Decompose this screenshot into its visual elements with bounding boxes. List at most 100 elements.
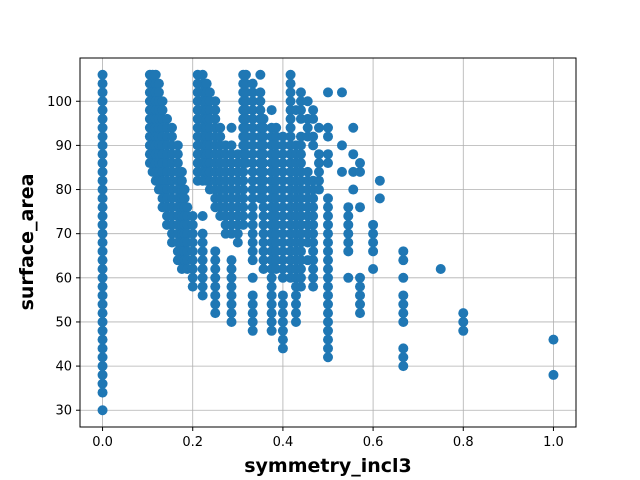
- data-point: [197, 290, 208, 301]
- data-point: [247, 113, 258, 124]
- data-point: [323, 325, 333, 336]
- data-point: [355, 272, 366, 283]
- data-point: [295, 140, 306, 151]
- data-point: [204, 87, 215, 98]
- data-point: [247, 78, 258, 89]
- data-point: [355, 290, 366, 301]
- data-point: [285, 78, 296, 89]
- data-point: [226, 255, 237, 266]
- data-point: [548, 334, 559, 345]
- data-point: [258, 113, 269, 124]
- data-point: [323, 290, 333, 301]
- data-point: [308, 219, 319, 230]
- data-point: [179, 184, 190, 195]
- data-point: [97, 78, 108, 89]
- data-point: [226, 299, 237, 310]
- data-point: [238, 211, 249, 222]
- data-point: [398, 308, 409, 319]
- data-point: [323, 202, 333, 213]
- data-point: [343, 272, 354, 283]
- x-tick-label: 0.8: [453, 435, 474, 450]
- data-point: [255, 105, 266, 116]
- data-point: [277, 272, 288, 283]
- data-point: [247, 158, 258, 169]
- data-point: [323, 149, 333, 160]
- data-point: [323, 158, 333, 169]
- data-point: [258, 140, 269, 151]
- data-point: [97, 219, 108, 230]
- data-point: [97, 87, 108, 98]
- data-point: [258, 158, 269, 169]
- data-point: [290, 290, 301, 301]
- data-point: [343, 202, 354, 213]
- data-point: [97, 369, 108, 380]
- data-point: [308, 237, 319, 248]
- data-point: [247, 237, 258, 248]
- data-point: [210, 96, 221, 107]
- data-point: [368, 219, 379, 230]
- data-point: [285, 122, 296, 133]
- data-point: [97, 281, 108, 292]
- data-point: [247, 202, 258, 213]
- data-point: [247, 166, 258, 177]
- data-point: [226, 308, 237, 319]
- data-point: [226, 290, 237, 301]
- data-point: [323, 263, 333, 274]
- y-tick-label: 80: [55, 183, 72, 198]
- data-point: [97, 105, 108, 116]
- data-point: [247, 149, 258, 160]
- data-point: [323, 193, 333, 204]
- data-point: [97, 113, 108, 124]
- data-point: [290, 299, 301, 310]
- data-point: [97, 378, 108, 389]
- data-point: [187, 272, 198, 283]
- data-point: [343, 246, 354, 257]
- data-point: [187, 211, 198, 222]
- data-point: [323, 343, 333, 354]
- data-point: [238, 175, 249, 186]
- data-point: [247, 211, 258, 222]
- data-point: [97, 334, 108, 345]
- data-point: [197, 272, 208, 283]
- data-point: [97, 166, 108, 177]
- data-point: [285, 131, 296, 142]
- data-point: [271, 122, 282, 133]
- data-point: [398, 361, 409, 372]
- data-point: [435, 263, 446, 274]
- data-point: [313, 166, 324, 177]
- data-point: [458, 325, 469, 336]
- data-point: [215, 131, 226, 142]
- data-point: [232, 237, 243, 248]
- data-point: [255, 96, 266, 107]
- data-point: [285, 113, 296, 124]
- data-point: [97, 149, 108, 160]
- data-point: [308, 113, 319, 124]
- data-point: [247, 140, 258, 151]
- data-point: [97, 352, 108, 363]
- data-point: [343, 237, 354, 248]
- x-axis-label: symmetry_incl3: [244, 455, 412, 477]
- data-point: [277, 237, 288, 248]
- data-point: [258, 193, 269, 204]
- data-point: [277, 343, 288, 354]
- data-point: [197, 69, 208, 80]
- data-point: [323, 246, 333, 257]
- data-point: [277, 263, 288, 274]
- data-point: [258, 149, 269, 160]
- data-point: [295, 105, 306, 116]
- y-tick-label: 40: [55, 360, 72, 375]
- data-point: [266, 272, 277, 283]
- data-point: [277, 131, 288, 142]
- data-point: [187, 255, 198, 266]
- data-point: [277, 246, 288, 257]
- data-point: [348, 149, 359, 160]
- data-point: [197, 246, 208, 257]
- data-point: [172, 149, 183, 160]
- data-point: [97, 308, 108, 319]
- axis-ticks: 0.0 0.2 0.4 0.6 0.8 1.0 30 40 50 60 70 80 90 100: [47, 95, 564, 450]
- data-point: [285, 87, 296, 98]
- data-point: [247, 316, 258, 327]
- data-point: [348, 184, 359, 195]
- data-point: [295, 272, 306, 283]
